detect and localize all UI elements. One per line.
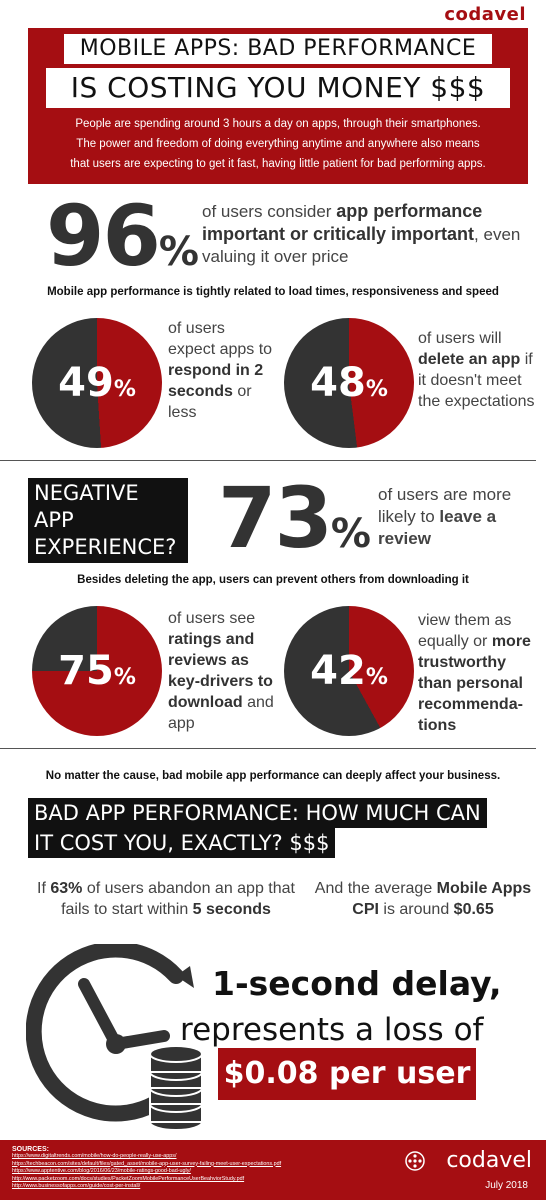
subhead-business: No matter the cause, bad mobile app perf… <box>45 770 501 782</box>
pie-label-48: 48% <box>284 318 414 455</box>
pie-49-unit: % <box>113 377 136 402</box>
sources-title: SOURCES: <box>12 1146 49 1153</box>
stat-96-unit: % <box>158 229 199 275</box>
cost-heading-line-2: IT COST YOU, EXACTLY? $$$ <box>28 828 336 858</box>
intro-text: People are spending around 3 hours a day… <box>70 118 486 170</box>
pie-42-unit: % <box>365 665 388 690</box>
cpi-bold-1: Mobile Apps CPI <box>352 880 532 918</box>
pie-75-number: 75 <box>58 648 114 694</box>
source-link-3[interactable]: https://www.apptentive.com/blog/2016/06/… <box>12 1168 191 1175</box>
pie-48-number: 48 <box>310 360 366 406</box>
stat-96: 96% <box>46 194 199 292</box>
pie-48-text: of users will delete an app if it doesn'… <box>418 328 540 412</box>
abandon-pre: If <box>37 880 51 897</box>
pie-75-text-bold: ratings and reviews as key-drivers to do… <box>168 631 273 711</box>
cpi-stat: And the average Mobile Apps CPI is aroun… <box>312 878 534 920</box>
header-banner: MOBILE APPS: BAD PERFORMANCE IS COSTING … <box>28 28 528 184</box>
footer-logo: codavel <box>446 1148 532 1173</box>
stat-73-text-bold: leave a review <box>378 507 497 548</box>
sources-list: https://www.digitaltrends.com/mobile/how… <box>12 1153 392 1191</box>
negative-experience-box: NEGATIVE APP EXPERIENCE? <box>28 478 188 563</box>
stat-73-text-pre: of users are more likely to <box>378 485 512 526</box>
pie-chart-75 <box>32 606 162 736</box>
abandon-bold-2: 5 seconds <box>192 901 271 918</box>
stat-73: 73% <box>218 476 371 574</box>
cost-heading-line-1: BAD APP PERFORMANCE: HOW MUCH CAN <box>28 798 487 828</box>
abandon-bold-1: 63% <box>50 880 83 897</box>
pie-chart-42 <box>284 606 414 736</box>
pie-75-text-pre: of users see <box>168 610 256 627</box>
divider-1 <box>0 460 536 461</box>
pie-chart-49 <box>32 318 162 448</box>
stat-96-text: of users consider app performance import… <box>202 200 522 268</box>
codavel-logo-icon <box>405 1151 425 1171</box>
footer-date: July 2018 <box>485 1180 528 1191</box>
subhead-performance: Mobile app performance is tightly relate… <box>47 286 499 298</box>
pie-48-text-pre: of users will <box>418 330 502 347</box>
stat-96-text-pre: of users consider <box>202 202 337 221</box>
stat-73-unit: % <box>330 511 371 557</box>
source-link-2[interactable]: https://techbeacon.com/sites/default/fil… <box>12 1160 282 1167</box>
pie-49-text-bold: respond in 2 seconds <box>168 362 264 400</box>
stat-96-text-post: , even valuing it over price <box>202 225 521 266</box>
abandon-mid: of users abandon an app that fails to st… <box>61 880 295 918</box>
clock-coins-icon <box>26 944 203 1131</box>
cpi-pre: And the average <box>314 880 437 897</box>
delay-line-1-rest: , <box>489 964 502 1003</box>
delay-line-1-bold: 1-second delay <box>212 964 490 1003</box>
pie-48-text-post: if it doesn't meet the expectations <box>418 351 535 410</box>
stat-96-text-bold: app performance important or critically … <box>202 201 483 244</box>
pie-label-42: 42% <box>284 606 414 743</box>
negative-line-3: EXPERIENCE? <box>34 535 177 559</box>
delay-line-2: represents a loss of <box>180 1012 484 1048</box>
pie-48-unit: % <box>365 377 388 402</box>
source-link-1[interactable]: https://www.digitaltrends.com/mobile/how… <box>12 1153 177 1159</box>
pie-49-number: 49 <box>58 360 114 406</box>
pie-75-text-post: and app <box>168 694 274 732</box>
pie-49-text-post: or less <box>168 383 252 421</box>
delay-line-1: 1-second delay, <box>212 964 502 1003</box>
pie-42-number: 42 <box>310 648 366 694</box>
pie-49-text-pre: of users expect apps to <box>168 320 273 358</box>
delay-line-3: $0.08 per user <box>218 1048 476 1100</box>
pie-42-text-bold: more trustworthy than personal recommend… <box>418 633 531 734</box>
pie-49-text: of users expect apps to respond in 2 sec… <box>168 318 274 423</box>
stat-73-text: of users are more likely to leave a revi… <box>378 484 538 550</box>
pie-42-text-pre: view them as equally or <box>418 612 512 650</box>
pie-48-text-bold: delete an app <box>418 351 521 368</box>
brand-logo-top: codavel <box>444 4 526 25</box>
source-link-4[interactable]: http://www.packetzoom.com/docs/studies/P… <box>12 1175 245 1182</box>
divider-2 <box>0 748 536 749</box>
pie-label-75: 75% <box>32 606 162 743</box>
source-link-5[interactable]: http://www.businessofapps.com/guide/cost… <box>12 1183 141 1190</box>
pie-75-unit: % <box>113 665 136 690</box>
pie-75-text: of users see ratings and reviews as key-… <box>168 608 276 734</box>
abandon-stat: If 63% of users abandon an app that fail… <box>28 878 304 920</box>
negative-line-2: APP <box>34 508 74 532</box>
negative-line-1: NEGATIVE <box>34 481 139 505</box>
pie-42-text: view them as equally or more trustworthy… <box>418 610 542 736</box>
pie-chart-48 <box>284 318 414 448</box>
cpi-bold-2: $0.65 <box>453 901 494 918</box>
stat-73-number: 73 <box>218 469 333 567</box>
cpi-mid: is around <box>378 901 454 918</box>
subhead-reviews: Besides deleting the app, users can prev… <box>77 574 469 586</box>
title-line-1: MOBILE APPS: BAD PERFORMANCE <box>64 34 492 64</box>
pie-label-49: 49% <box>32 318 162 455</box>
footer: SOURCES: https://www.digitaltrends.com/m… <box>0 1140 546 1200</box>
title-line-2: IS COSTING YOU MONEY $$$ <box>46 68 510 108</box>
stat-96-number: 96 <box>46 187 161 285</box>
